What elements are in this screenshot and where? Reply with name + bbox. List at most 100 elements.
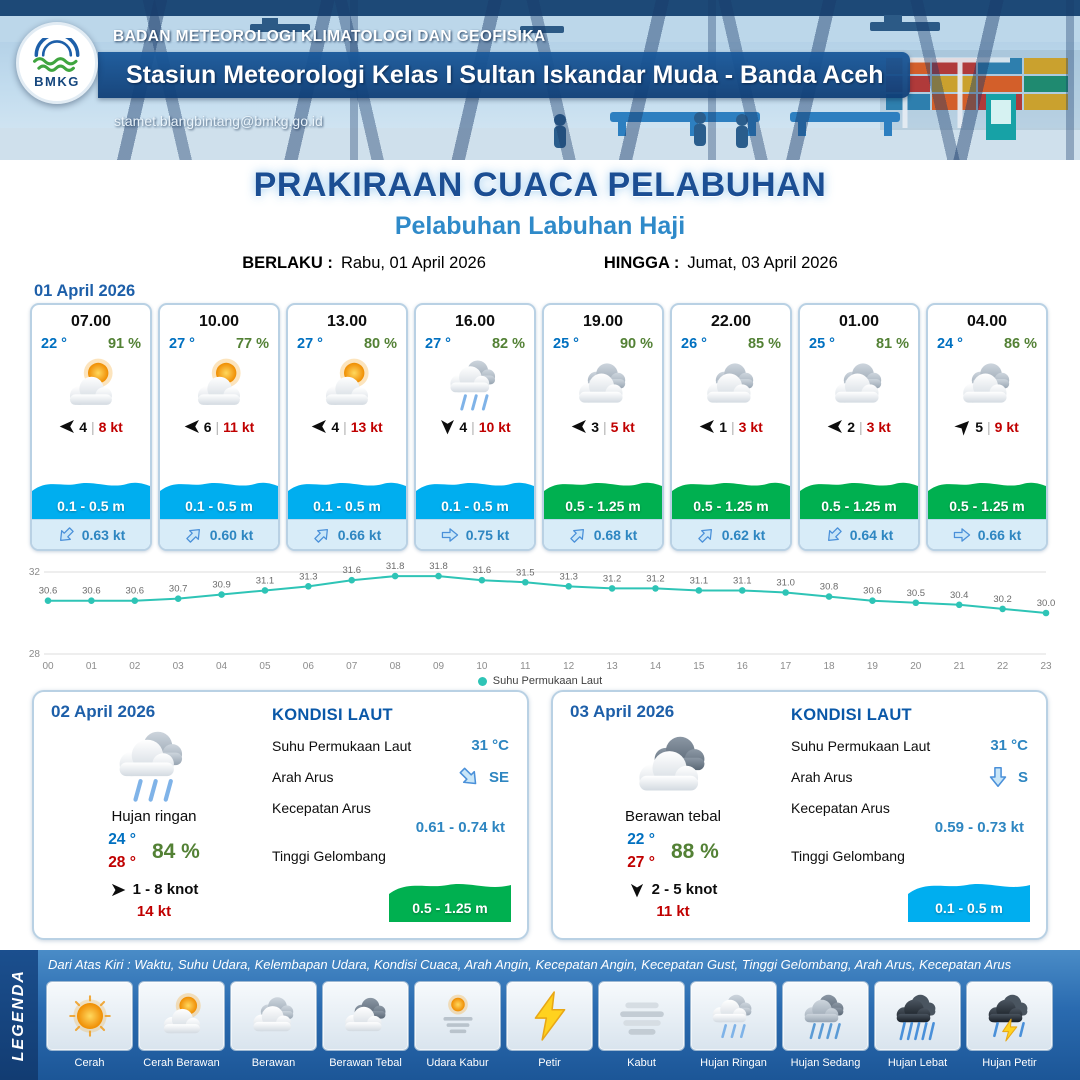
legend-icon-tile (46, 981, 133, 1051)
current-speed-value: 0.59 - 0.73 kt (934, 819, 1024, 836)
wave-height: 0.5 - 1.25 m (821, 498, 897, 514)
legend-icon-tile (230, 981, 317, 1051)
forecast-card: 22.00 26 ° 85 % 1 | 3 kt 0.5 - 1.25 m 0.… (670, 303, 792, 551)
wind-gust: 3 kt (866, 418, 891, 435)
forecast-time: 01.00 (838, 313, 880, 330)
validity-to: HINGGA : Jumat, 03 April 2026 (604, 254, 838, 273)
legend-item-label: Cerah (74, 1057, 105, 1069)
hingga-label: HINGGA : (603, 253, 680, 272)
svg-text:01: 01 (86, 661, 98, 672)
wave-height: 0.1 - 0.5 m (185, 498, 253, 514)
header: BMKG BADAN METEOROLOGI KLIMATOLOGI DAN G… (0, 0, 1080, 160)
daily-weather-summary: Berawan tebal 22 ° 27 ° 88 % 2 - 5 knot … (567, 702, 779, 928)
daily-wind-direction-icon (629, 882, 645, 898)
wind-gust: 8 kt (98, 418, 123, 435)
current-direction-icon (181, 522, 206, 547)
bmkg-logo: BMKG (16, 22, 98, 104)
svg-text:31.3: 31.3 (559, 571, 578, 582)
legend-item: Petir (506, 981, 593, 1069)
legend-item-label: Kabut (627, 1057, 656, 1069)
svg-text:30.2: 30.2 (993, 594, 1012, 605)
wave-height-band: 0.5 - 1.25 m (544, 473, 662, 519)
current-speed-row: Kecepatan Arus (791, 800, 1028, 816)
svg-text:31.5: 31.5 (516, 567, 535, 578)
humidity: 91 % (107, 336, 141, 352)
validity-from: BERLAKU : Rabu, 01 April 2026 (242, 254, 486, 273)
daily-temps: 24 ° 28 ° (108, 831, 136, 872)
svg-text:08: 08 (390, 661, 402, 672)
wind-gust: 5 kt (610, 418, 635, 435)
wind-row: 6 | 11 kt (160, 418, 278, 435)
svg-text:31.2: 31.2 (603, 573, 622, 584)
wind-gust: 13 kt (350, 418, 383, 435)
temp-humidity-row: 27 ° 82 % (416, 331, 534, 352)
wind-gust-separator: | (859, 418, 863, 435)
current-direction-icon (693, 522, 718, 547)
wind-gust: 3 kt (738, 418, 763, 435)
weather-icon (800, 355, 918, 415)
temp-humidity-row: 25 ° 90 % (544, 331, 662, 352)
svg-text:31.0: 31.0 (776, 578, 795, 589)
current-direction-icon (441, 526, 459, 544)
wave-height-label: Tinggi Gelombang (791, 848, 905, 864)
forecast-card: 07.00 22 ° 91 % 4 | 8 kt 0.1 - 0.5 m 0.6… (30, 303, 152, 551)
daily-wind-gust: 14 kt (136, 903, 172, 920)
daily-weather-summary: Hujan ringan 24 ° 28 ° 84 % 1 - 8 knot 1… (48, 702, 260, 928)
legend-item-label: Cerah Berawan (143, 1057, 220, 1069)
current-speed-value: 0.61 - 0.74 kt (415, 819, 505, 836)
svg-text:31.1: 31.1 (733, 575, 752, 586)
wind-gust: 10 kt (478, 418, 511, 435)
title-block: PRAKIRAAN CUACA PELABUHAN Pelabuhan Labu… (0, 166, 1080, 273)
wave-height-band: 0.5 - 1.25 m (672, 473, 790, 519)
wind-speed: 4 (459, 418, 468, 435)
forecast-card: 19.00 25 ° 90 % 3 | 5 kt 0.5 - 1.25 m 0.… (542, 303, 664, 551)
sea-conditions: KONDISI LAUT Suhu Permukaan Laut 31 °C A… (779, 702, 1032, 928)
legend-item: Udara Kabur (414, 981, 501, 1069)
daily-temp-max: 27 ° (627, 854, 655, 871)
sea-conditions-title: KONDISI LAUT (791, 706, 912, 724)
wind-row: 1 | 3 kt (672, 418, 790, 435)
current-speed: 0.62 kt (721, 526, 766, 543)
svg-text:30.6: 30.6 (863, 586, 882, 597)
legend-item: Berawan (230, 981, 317, 1069)
current-direction-label: Arah Arus (272, 769, 334, 785)
svg-text:18: 18 (823, 661, 835, 672)
current-row: 0.60 kt (160, 519, 278, 549)
wave-height-band: 0.1 - 0.5 m (160, 473, 278, 519)
svg-text:23: 23 (1040, 661, 1052, 672)
humidity: 82 % (491, 336, 525, 352)
chart-legend-label: Suhu Permukaan Laut (492, 675, 603, 687)
sst-label: Suhu Permukaan Laut (272, 737, 412, 754)
weather-icon (160, 355, 278, 415)
daily-temp-min: 24 ° (108, 831, 136, 848)
daily-wind-gust: 11 kt (656, 903, 690, 920)
berlaku-label: BERLAKU : (242, 253, 333, 272)
svg-text:17: 17 (780, 661, 792, 672)
temp-humidity-row: 26 ° 85 % (672, 331, 790, 352)
daily-date: 03 April 2026 (570, 702, 675, 721)
legend-item-label: Udara Kabur (426, 1057, 489, 1069)
current-row: 0.75 kt (416, 519, 534, 549)
svg-text:15: 15 (693, 661, 705, 672)
daily-temp-humidity: 24 ° 28 ° 84 % (108, 831, 200, 872)
wind-gust-separator: | (731, 418, 735, 435)
agency-name: BADAN METEOROLOGI KLIMATOLOGI DAN GEOFIS… (113, 28, 546, 45)
humidity: 80 % (363, 336, 397, 352)
sst-row: Suhu Permukaan Laut 31 °C (272, 737, 509, 754)
svg-text:07: 07 (346, 661, 358, 672)
wave-height-row: Tinggi Gelombang (791, 848, 1028, 864)
forecast-cards-row: 07.00 22 ° 91 % 4 | 8 kt 0.1 - 0.5 m 0.6… (30, 303, 1050, 551)
current-direction-text: SE (488, 768, 509, 786)
legend-icon-tile (782, 981, 869, 1051)
legend-item-label: Berawan Tebal (329, 1057, 402, 1069)
svg-text:31.2: 31.2 (646, 573, 665, 584)
wind-row: 2 | 3 kt (800, 418, 918, 435)
chart-legend: Suhu Permukaan Laut (20, 675, 1060, 687)
sea-temp-chart-section: 32 28 30.6 00 30.6 01 30.6 02 30.7 03 30.9 04 31.1 05… (20, 556, 1060, 687)
wave-height-box: 0.1 - 0.5 m (908, 874, 1030, 922)
wind-gust-separator: | (215, 418, 220, 435)
sea-conditions: KONDISI LAUT Suhu Permukaan Laut 31 °C A… (260, 702, 513, 928)
current-direction-icon (565, 522, 590, 547)
wind-direction-icon (827, 418, 844, 435)
page-title: PRAKIRAAN CUACA PELABUHAN (253, 166, 827, 204)
